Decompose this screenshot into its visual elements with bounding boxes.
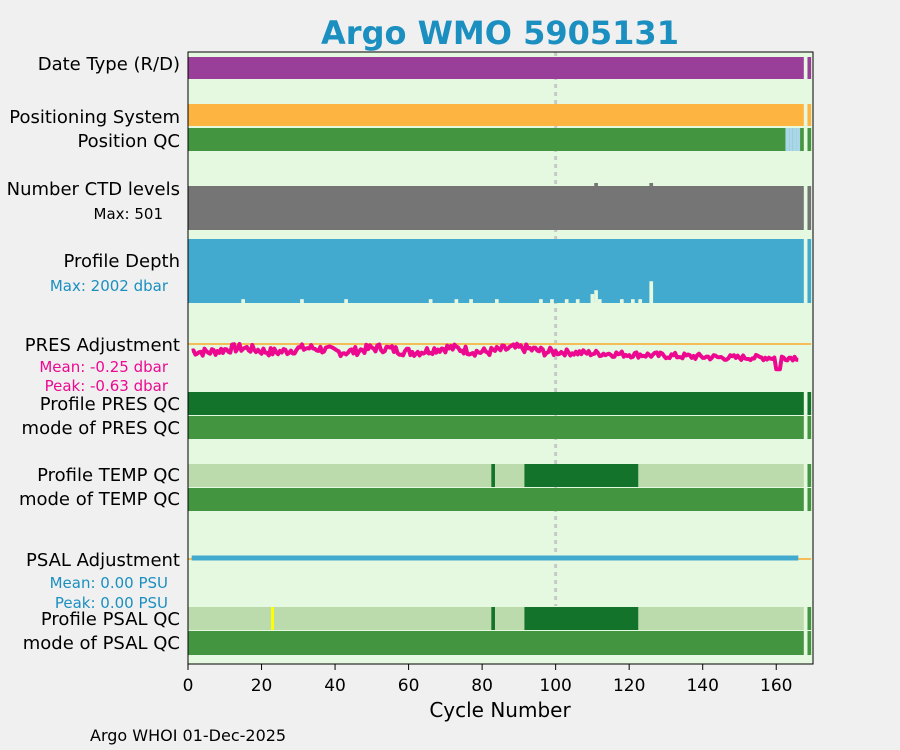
position-qc-flag-cycle-166 (796, 128, 801, 151)
profile-temp-qc-segment-3 (524, 464, 639, 487)
profile-depth-shallow-cycle-121 (631, 299, 635, 303)
profile-psal-qc-segment-4 (638, 607, 804, 630)
profile-depth-bar (188, 239, 804, 303)
profile-depth-shallow-cycle-110 (590, 294, 595, 303)
profile-depth-shallow-cycle-66 (428, 299, 433, 303)
x-tick-label-20: 20 (251, 676, 273, 696)
mode-pres-qc-last-cycle-bar (807, 416, 812, 439)
label-pres-peak: Peak: -0.63 dbar (45, 377, 169, 395)
label-profile-psal-qc: Profile PSAL QC (41, 609, 180, 630)
x-tick-label-80: 80 (471, 676, 493, 696)
position-qc-flag-cycle-163 (785, 128, 790, 151)
label-profile-temp-qc: Profile TEMP QC (37, 465, 180, 486)
label-mode-pres-qc: mode of PRES QC (22, 418, 180, 439)
position-qc-last-cycle-bar (807, 128, 812, 151)
label-profile-depth: Profile Depth (63, 251, 180, 272)
profile-temp-qc-segment-1 (491, 464, 495, 487)
position-qc-flag-cycle-164 (789, 128, 793, 151)
profile-psal-qc-bad-cycle-23 (271, 607, 275, 630)
label-positioning-system: Positioning System (9, 107, 180, 128)
x-tick-label-40: 40 (324, 676, 346, 696)
label-pres-adjustment: PRES Adjustment (25, 335, 180, 356)
label-pres-mean: Mean: -0.25 dbar (39, 358, 169, 376)
profile-depth-shallow-cycle-31 (300, 299, 304, 303)
profile-psal-qc-last-cycle-bar (807, 607, 812, 630)
profile-psal-qc-segment-1 (491, 607, 495, 630)
x-tick-label-60: 60 (398, 676, 420, 696)
date-type-last-cycle-bar (807, 57, 812, 79)
profile-depth-shallow-cycle-99 (550, 299, 554, 303)
x-tick-label-160: 160 (760, 676, 792, 696)
x-tick-label-100: 100 (539, 676, 571, 696)
mode-temp-qc-last-cycle-bar (807, 488, 812, 511)
label-psal-mean: Mean: 0.00 PSU (50, 574, 168, 592)
profile-depth-shallow-cycle-96 (539, 299, 543, 303)
label-mode-psal-qc: mode of PSAL QC (23, 633, 180, 654)
ctd-levels-spike-cycle-126 (649, 183, 654, 186)
label-depth-max: Max: 2002 dbar (50, 277, 169, 295)
profile-pres-qc-last-cycle-bar (807, 392, 812, 415)
profile-depth-shallow-cycle-43 (344, 299, 348, 303)
profile-psal-qc-segment-0 (188, 607, 492, 630)
label-date-type: Date Type (R/D) (38, 54, 180, 75)
label-mode-temp-qc: mode of TEMP QC (19, 489, 180, 510)
profile-depth-shallow-cycle-103 (564, 299, 569, 303)
profile-depth-shallow-cycle-111 (594, 290, 598, 303)
profile-depth-shallow-cycle-112 (597, 299, 602, 303)
x-axis-label: Cycle Number (429, 698, 571, 722)
profile-depth-shallow-cycle-84 (494, 299, 499, 303)
label-ctd-max: Max: 501 (94, 205, 163, 223)
profile-psal-qc-segment-2 (494, 607, 525, 630)
ctd-levels-spike-cycle-111 (594, 183, 598, 186)
footer-credit: Argo WHOI 01-Dec-2025 (90, 726, 286, 745)
chart-title: Argo WMO 5905131 (321, 14, 679, 52)
profile-pres-qc-bar (188, 392, 804, 415)
positioning-system-last-cycle-bar (807, 104, 812, 126)
date-type-bar (188, 57, 804, 79)
profile-depth-shallow-cycle-15 (241, 299, 245, 303)
pres-adjustment-series (191, 341, 799, 372)
profile-temp-qc-segment-4 (638, 464, 804, 487)
profile-depth-shallow-cycle-123 (638, 299, 643, 303)
label-psal-adjustment: PSAL Adjustment (26, 550, 180, 571)
label-psal-peak: Peak: 0.00 PSU (55, 594, 168, 612)
profile-depth-shallow-cycle-77 (469, 299, 473, 303)
plot-frame (187, 51, 814, 665)
mode-temp-qc-bar (188, 488, 804, 511)
profile-temp-qc-segment-2 (494, 464, 525, 487)
positioning-system-bar (188, 104, 804, 126)
ctd-levels-last-cycle-bar (807, 186, 812, 230)
profile-depth-last-cycle-bar (807, 239, 812, 303)
label-profile-pres-qc: Profile PRES QC (40, 394, 180, 415)
x-tick-label-140: 140 (686, 676, 718, 696)
position-qc-bar (188, 128, 804, 151)
profile-temp-qc-last-cycle-bar (807, 464, 812, 487)
profile-psal-qc-segment-3 (524, 607, 639, 630)
label-number-ctd-levels: Number CTD levels (7, 179, 180, 200)
mode-psal-qc-bar (188, 631, 804, 655)
position-qc-flag-cycle-165 (792, 128, 797, 151)
profile-depth-shallow-cycle-73 (454, 299, 459, 303)
profile-depth-shallow-cycle-126 (649, 281, 654, 303)
ctd-levels-bar (188, 186, 804, 230)
x-tick-label-0: 0 (183, 676, 194, 696)
profile-depth-shallow-cycle-106 (575, 299, 580, 303)
profile-depth-shallow-cycle-118 (619, 299, 624, 303)
label-position-qc: Position QC (77, 131, 180, 152)
mode-pres-qc-bar (188, 416, 804, 439)
mode-psal-qc-last-cycle-bar (807, 631, 812, 655)
profile-temp-qc-segment-0 (188, 464, 492, 487)
qc-marks (191, 341, 799, 561)
x-axis: 0 20 40 60 80 100 120 140 160 (183, 664, 792, 696)
x-tick-label-120: 120 (613, 676, 645, 696)
